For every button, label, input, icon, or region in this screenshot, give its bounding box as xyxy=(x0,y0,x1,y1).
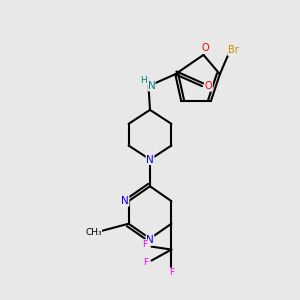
Text: O: O xyxy=(205,81,212,91)
Text: F: F xyxy=(143,258,148,267)
Text: F: F xyxy=(142,240,148,249)
Text: N: N xyxy=(148,81,155,91)
Text: O: O xyxy=(201,44,209,53)
Text: Br: Br xyxy=(228,45,238,56)
Text: H: H xyxy=(140,76,146,85)
Text: CH₃: CH₃ xyxy=(85,228,102,237)
Text: F: F xyxy=(169,268,174,277)
Text: N: N xyxy=(146,154,154,164)
Text: N: N xyxy=(121,196,129,206)
Text: N: N xyxy=(146,235,154,245)
